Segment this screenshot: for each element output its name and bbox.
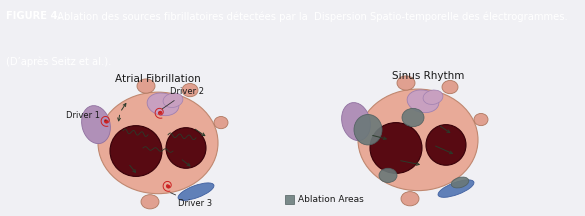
Text: FIGURE 4.: FIGURE 4.: [6, 11, 61, 21]
Ellipse shape: [451, 177, 469, 188]
Ellipse shape: [407, 90, 439, 113]
Text: (D’après Seitz et al.).: (D’après Seitz et al.).: [6, 56, 111, 67]
Ellipse shape: [397, 76, 415, 90]
Ellipse shape: [110, 126, 162, 176]
Text: Ablation Areas: Ablation Areas: [298, 195, 364, 204]
Ellipse shape: [166, 128, 206, 168]
Ellipse shape: [163, 93, 183, 108]
Ellipse shape: [474, 113, 488, 126]
Ellipse shape: [354, 114, 382, 145]
Text: Driver 1: Driver 1: [66, 111, 106, 121]
Ellipse shape: [370, 123, 422, 173]
Ellipse shape: [178, 183, 214, 200]
Ellipse shape: [147, 93, 179, 116]
Ellipse shape: [423, 90, 443, 105]
Ellipse shape: [214, 116, 228, 129]
Bar: [285, 195, 294, 204]
Ellipse shape: [82, 106, 111, 144]
Text: Driver 2: Driver 2: [162, 87, 204, 109]
Ellipse shape: [137, 79, 155, 93]
Ellipse shape: [98, 92, 218, 194]
Ellipse shape: [438, 180, 474, 197]
Text: Driver 3: Driver 3: [171, 193, 212, 208]
Ellipse shape: [442, 81, 458, 94]
Ellipse shape: [182, 84, 198, 97]
Ellipse shape: [141, 195, 159, 209]
Ellipse shape: [342, 103, 370, 141]
Text: Ablation des sources fibrillatoires détectées par la  Dispersion Spatio-temporel: Ablation des sources fibrillatoires déte…: [54, 11, 567, 22]
Ellipse shape: [401, 192, 419, 206]
Text: Atrial Fibrillation: Atrial Fibrillation: [115, 74, 201, 84]
Text: Sinus Rhythm: Sinus Rhythm: [392, 71, 464, 81]
Ellipse shape: [358, 89, 478, 191]
Ellipse shape: [402, 108, 424, 127]
Ellipse shape: [426, 125, 466, 165]
Ellipse shape: [379, 168, 397, 183]
